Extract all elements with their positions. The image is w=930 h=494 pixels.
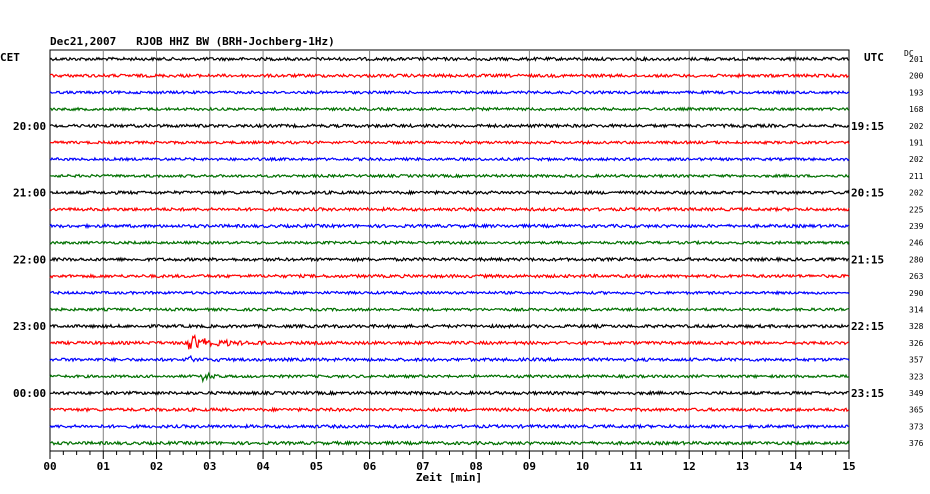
utc-hour-label: 20:15 [851,187,884,200]
trace-line [50,173,850,179]
dc-value: 263 [909,272,924,281]
trace-line [49,239,850,246]
dc-value: 357 [909,356,924,365]
trace-line [49,122,850,129]
trace-line [49,272,850,280]
x-tick-label: 05 [310,460,323,473]
dc-value: 349 [909,389,924,398]
chart-title: Dec21,2007 RJOB HHZ BW (BRH-Jochberg-1Hz… [50,35,335,48]
dc-value: 201 [909,55,924,64]
dc-value: 200 [909,72,924,81]
trace-line [49,333,850,350]
x-tick-label: 08 [470,460,483,473]
x-tick-label: 06 [363,460,377,473]
dc-value: 376 [909,439,924,448]
trace-line [49,106,850,112]
x-tick-label: 04 [256,460,270,473]
dc-value: 314 [909,306,924,315]
x-tick-label: 03 [203,460,216,473]
dc-value: 202 [909,155,924,164]
traces [49,55,850,447]
dc-value: 323 [909,372,924,381]
x-axis-title: Zeit [min] [416,471,482,484]
x-tick-label: 02 [150,460,163,473]
dc-value: 202 [909,189,924,198]
trace-line [49,206,850,213]
trace-line [49,389,850,397]
dc-values: 201 200 193 168 202 191 202 211 202 225 239 246 280 2… [909,55,924,448]
grid [102,50,797,451]
dc-value: 168 [909,105,924,114]
dc-value: 211 [909,172,924,181]
cet-axis-label: CET [0,51,20,64]
trace-line [49,139,850,146]
utc-hour-label: 22:15 [851,320,884,333]
dc-value: 326 [909,339,924,348]
trace-line [49,323,850,330]
dc-value: 246 [909,239,924,248]
trace-line [49,290,850,296]
x-tick-label: 09 [523,460,536,473]
trace-line [49,72,850,79]
trace-line [49,189,850,196]
utc-axis-label: UTC [864,51,884,64]
trace-line [49,156,850,163]
x-tick-label: 15 [842,460,855,473]
x-tick-label: 14 [789,460,803,473]
utc-hour-labels: 19:15 20:15 21:15 22:15 23:15 [851,120,884,400]
trace-line [49,55,850,63]
utc-hour-label: 21:15 [851,253,884,266]
dc-value: 365 [909,406,924,415]
dc-value: 202 [909,122,924,131]
trace-line [49,440,850,447]
trace-line [49,406,850,413]
dc-value: 290 [909,289,924,298]
dc-value: 239 [909,222,924,231]
x-axis: 00 01 02 03 04 05 06 07 08 09 10 11 12 13 14 15 [43,450,856,473]
x-tick-label: 11 [629,460,643,473]
x-tick-label: 12 [683,460,696,473]
dc-label: DC [904,49,914,58]
x-tick-label: 01 [97,460,111,473]
trace-line [49,371,850,384]
trace-line [49,354,850,363]
dc-value: 225 [909,205,924,214]
cet-hour-label: 23:00 [13,320,46,333]
x-tick-label: 13 [736,460,749,473]
utc-hour-label: 23:15 [851,387,884,400]
trace-line [50,256,850,263]
trace-line [49,306,850,313]
cet-hour-label: 00:00 [13,387,46,400]
utc-hour-label: 19:15 [851,120,884,133]
cet-hour-labels: 20:00 21:00 22:00 23:00 00:00 [13,120,46,400]
trace-line [49,222,849,230]
dc-value: 191 [909,139,924,148]
x-tick-label: 00 [43,460,56,473]
dc-value: 328 [909,322,924,331]
dc-value: 280 [909,255,924,264]
trace-line [49,423,849,430]
trace-line [49,89,850,96]
dc-value: 193 [909,88,924,97]
cet-hour-label: 21:00 [13,187,46,200]
cet-hour-label: 22:00 [13,253,46,266]
x-tick-label: 10 [576,460,589,473]
x-tick-label: 07 [416,460,429,473]
cet-hour-label: 20:00 [13,120,46,133]
dc-value: 373 [909,422,924,431]
